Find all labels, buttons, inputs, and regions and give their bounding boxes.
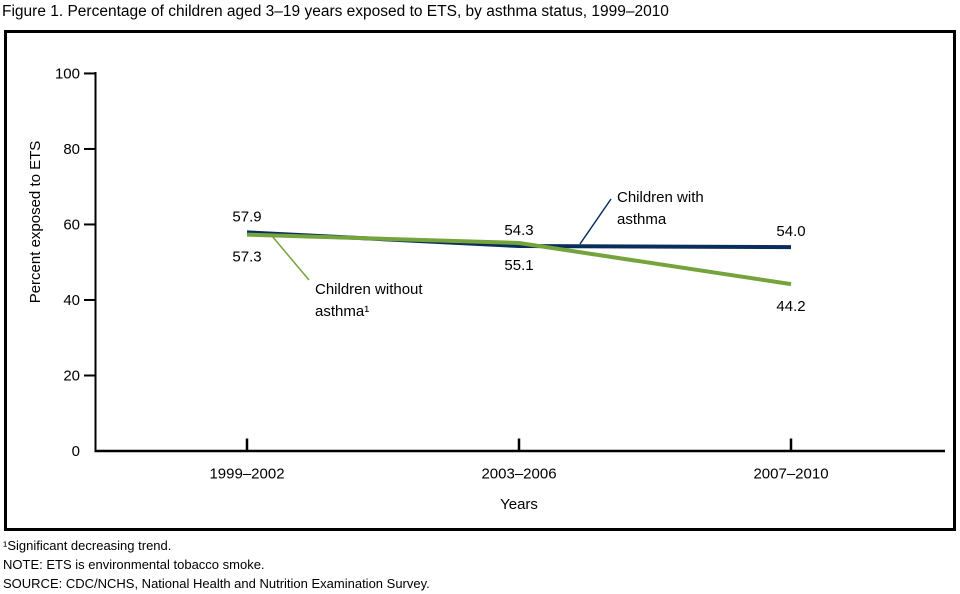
value-label-children-without-asthma-0: 57.3 (232, 249, 261, 266)
value-label-children-with-asthma-1: 54.3 (504, 222, 533, 239)
x-axis-tick-label: 2007–2010 (753, 466, 828, 483)
x-axis-title: Years (500, 496, 538, 513)
value-label-children-with-asthma-0: 57.9 (232, 208, 261, 225)
x-axis-tick-label: 1999–2002 (209, 466, 284, 483)
y-axis-title: Percent exposed to ETS (27, 141, 44, 304)
annotation-label-children-without-asthma: Children without (315, 281, 423, 298)
annotation-label-children-with-asthma: asthma (617, 211, 667, 228)
footnote-source: SOURCE: CDC/NCHS, National Health and Nu… (3, 576, 430, 591)
x-axis-tick-label: 2003–2006 (481, 466, 556, 483)
chart-frame (4, 30, 956, 531)
series-line-children-without-asthma (246, 232, 792, 287)
y-axis-tick-label: 20 (63, 367, 80, 384)
annotation-leader-children-without-asthma (271, 235, 310, 281)
footnotes: ¹Significant decreasing trend. NOTE: ETS… (3, 536, 430, 593)
annotation-label-children-with-asthma: Children with (617, 189, 704, 206)
figure-title: Figure 1. Percentage of children aged 3–… (2, 3, 669, 20)
annotation-leader-children-with-asthma (579, 198, 612, 245)
y-axis-tick-label: 40 (63, 292, 80, 309)
value-label-children-without-asthma-2: 44.2 (776, 298, 805, 315)
footnote-significance: ¹Significant decreasing trend. (3, 538, 172, 553)
footnote-note: NOTE: ETS is environmental tobacco smoke… (3, 557, 265, 572)
y-axis-tick-label: 100 (55, 65, 80, 82)
y-axis-tick-label: 0 (72, 443, 80, 460)
value-label-children-with-asthma-2: 54.0 (776, 223, 805, 240)
value-label-children-without-asthma-1: 55.1 (504, 257, 533, 274)
annotation-label-children-without-asthma: asthma¹ (315, 303, 369, 320)
y-axis-tick-label: 60 (63, 216, 80, 233)
y-axis-tick-label: 80 (63, 141, 80, 158)
